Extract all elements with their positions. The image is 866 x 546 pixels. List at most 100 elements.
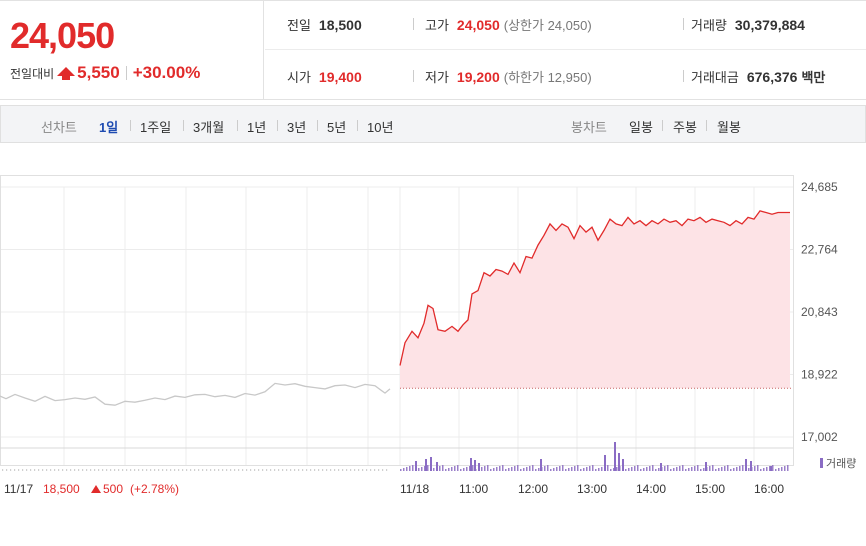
- tab-10y[interactable]: 10년: [367, 120, 394, 135]
- volume-bar: [697, 465, 699, 471]
- volume-bar: [502, 465, 504, 471]
- volume-bar: [535, 469, 537, 471]
- volume-bar-prev: [326, 469, 328, 471]
- volume-bar-prev: [354, 469, 356, 471]
- volume-bar-prev: [322, 469, 324, 471]
- y-tick-label: 22,764: [801, 243, 838, 257]
- volume-bar: [406, 467, 408, 471]
- tab-1d[interactable]: 1일: [99, 120, 119, 135]
- volume-bar-prev: [134, 469, 136, 471]
- volume-bar: [514, 466, 516, 471]
- tab-divider: [237, 120, 238, 131]
- volume-bar: [652, 465, 654, 471]
- change-value: 5,550: [77, 63, 120, 82]
- volume-bar-prev: [138, 469, 140, 471]
- tab-3y[interactable]: 3년: [287, 120, 307, 135]
- change-percent: +30.00%: [132, 63, 201, 82]
- volume-bar: [757, 465, 759, 471]
- volume-bar-prev: [94, 469, 96, 471]
- volume-bar-prev: [2, 469, 4, 471]
- volume-bar-prev: [306, 469, 308, 471]
- tab-daily-candle[interactable]: 일봉: [629, 120, 653, 135]
- tab-5y[interactable]: 5년: [327, 120, 347, 135]
- volume-bar: [571, 467, 573, 471]
- volume-bar-prev: [214, 469, 216, 471]
- volume-bar: [478, 463, 480, 471]
- volume-bar-prev: [282, 469, 284, 471]
- prev-day-price: 18,500: [43, 482, 80, 496]
- volume-bar: [499, 466, 501, 471]
- tab-1w[interactable]: 1주일: [140, 120, 172, 135]
- volume-bar-prev: [102, 469, 104, 471]
- change-divider: [125, 66, 127, 80]
- volume-bar: [433, 468, 435, 471]
- tab-weekly-candle[interactable]: 주봉: [673, 120, 697, 135]
- volume-bar: [415, 461, 417, 471]
- volume-bar: [586, 467, 588, 471]
- volume-bar: [577, 465, 579, 471]
- volume-bar: [781, 467, 783, 471]
- volume-bar: [565, 469, 567, 471]
- volume-bar: [676, 467, 678, 471]
- volume-bar-prev: [346, 469, 348, 471]
- volume-bar: [667, 465, 669, 471]
- stat-divider: [413, 70, 414, 82]
- series-line-prev-day: [0, 382, 391, 406]
- tab-3m[interactable]: 3개월: [193, 120, 225, 135]
- volume-bar: [598, 468, 600, 471]
- volume-bar-prev: [190, 469, 192, 471]
- volume-bar-prev: [178, 469, 180, 471]
- volume-bar-prev: [274, 469, 276, 471]
- volume-bar-prev: [186, 469, 188, 471]
- volume-bar: [442, 465, 444, 471]
- x-tick-label: 16:00: [754, 482, 784, 496]
- volume-bar-prev: [362, 469, 364, 471]
- volume-bar-prev: [330, 469, 332, 471]
- volume-bar-prev: [38, 469, 40, 471]
- series-line-today: [399, 210, 790, 366]
- volume-bar-prev: [154, 469, 156, 471]
- tab-divider: [183, 120, 184, 131]
- volume-bar: [625, 469, 627, 471]
- volume-bar: [658, 468, 660, 471]
- volume-bar: [631, 467, 633, 471]
- volume-bar-prev: [170, 469, 172, 471]
- stat-label: 거래량: [691, 18, 727, 33]
- volume-bar: [664, 466, 666, 471]
- volume-bar-prev: [122, 469, 124, 471]
- volume-bar: [670, 469, 672, 471]
- tab-monthly-candle[interactable]: 월봉: [717, 120, 741, 135]
- volume-bar: [445, 469, 447, 471]
- prev-day-change: 500: [103, 482, 123, 496]
- stat-unit: 백만: [801, 70, 826, 85]
- volume-bar: [616, 467, 618, 471]
- volume-bar-prev: [286, 469, 288, 471]
- price-chart[interactable]: 24,685 22,764 20,843 18,922 17,002 거래량 11/18 11…: [0, 175, 866, 546]
- volume-bar-prev: [206, 469, 208, 471]
- volume-bar: [400, 469, 402, 471]
- tab-1y[interactable]: 1년: [247, 120, 267, 135]
- volume-bar: [607, 465, 609, 471]
- volume-bar: [703, 468, 705, 471]
- volume-bar: [427, 465, 429, 471]
- volume-bar: [520, 469, 522, 471]
- volume-bar: [694, 466, 696, 471]
- volume-bar-prev: [118, 469, 120, 471]
- volume-bar-prev: [86, 469, 88, 471]
- volume-bar-prev: [270, 469, 272, 471]
- volume-bar-prev: [114, 469, 116, 471]
- prev-day-date: 11/17: [4, 482, 33, 496]
- volume-bar: [748, 468, 750, 471]
- volume-bar: [544, 466, 546, 471]
- volume-bar: [484, 466, 486, 471]
- volume-bar-prev: [142, 469, 144, 471]
- volume-bar: [469, 466, 471, 471]
- stat-value: 30,379,884: [734, 17, 805, 33]
- volume-bar-prev: [202, 469, 204, 471]
- volume-bar-prev: [338, 469, 340, 471]
- x-tick-label: 15:00: [695, 482, 725, 496]
- volume-bar: [481, 467, 483, 471]
- up-arrow-icon: [57, 66, 76, 80]
- volume-bar: [425, 459, 427, 471]
- volume-bar: [784, 466, 786, 471]
